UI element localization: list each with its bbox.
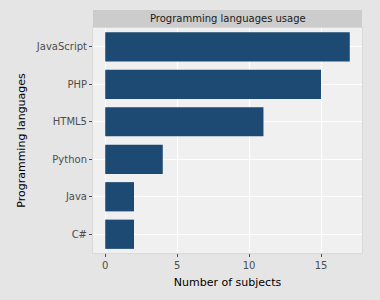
svg-text:Programming languages usage: Programming languages usage [150,13,306,24]
svg-text:Number of subjects: Number of subjects [174,276,282,289]
svg-text:HTML5: HTML5 [53,116,87,127]
svg-text:PHP: PHP [67,79,87,90]
svg-text:5: 5 [174,260,180,271]
svg-text:Programming languages: Programming languages [15,73,28,208]
svg-text:15: 15 [315,260,328,271]
svg-text:0: 0 [102,260,108,271]
svg-text:Java: Java [65,191,87,202]
svg-text:C#: C# [72,229,87,240]
svg-text:10: 10 [243,260,256,271]
svg-text:JavaScript: JavaScript [36,41,87,52]
svg-text:Python: Python [52,154,87,165]
